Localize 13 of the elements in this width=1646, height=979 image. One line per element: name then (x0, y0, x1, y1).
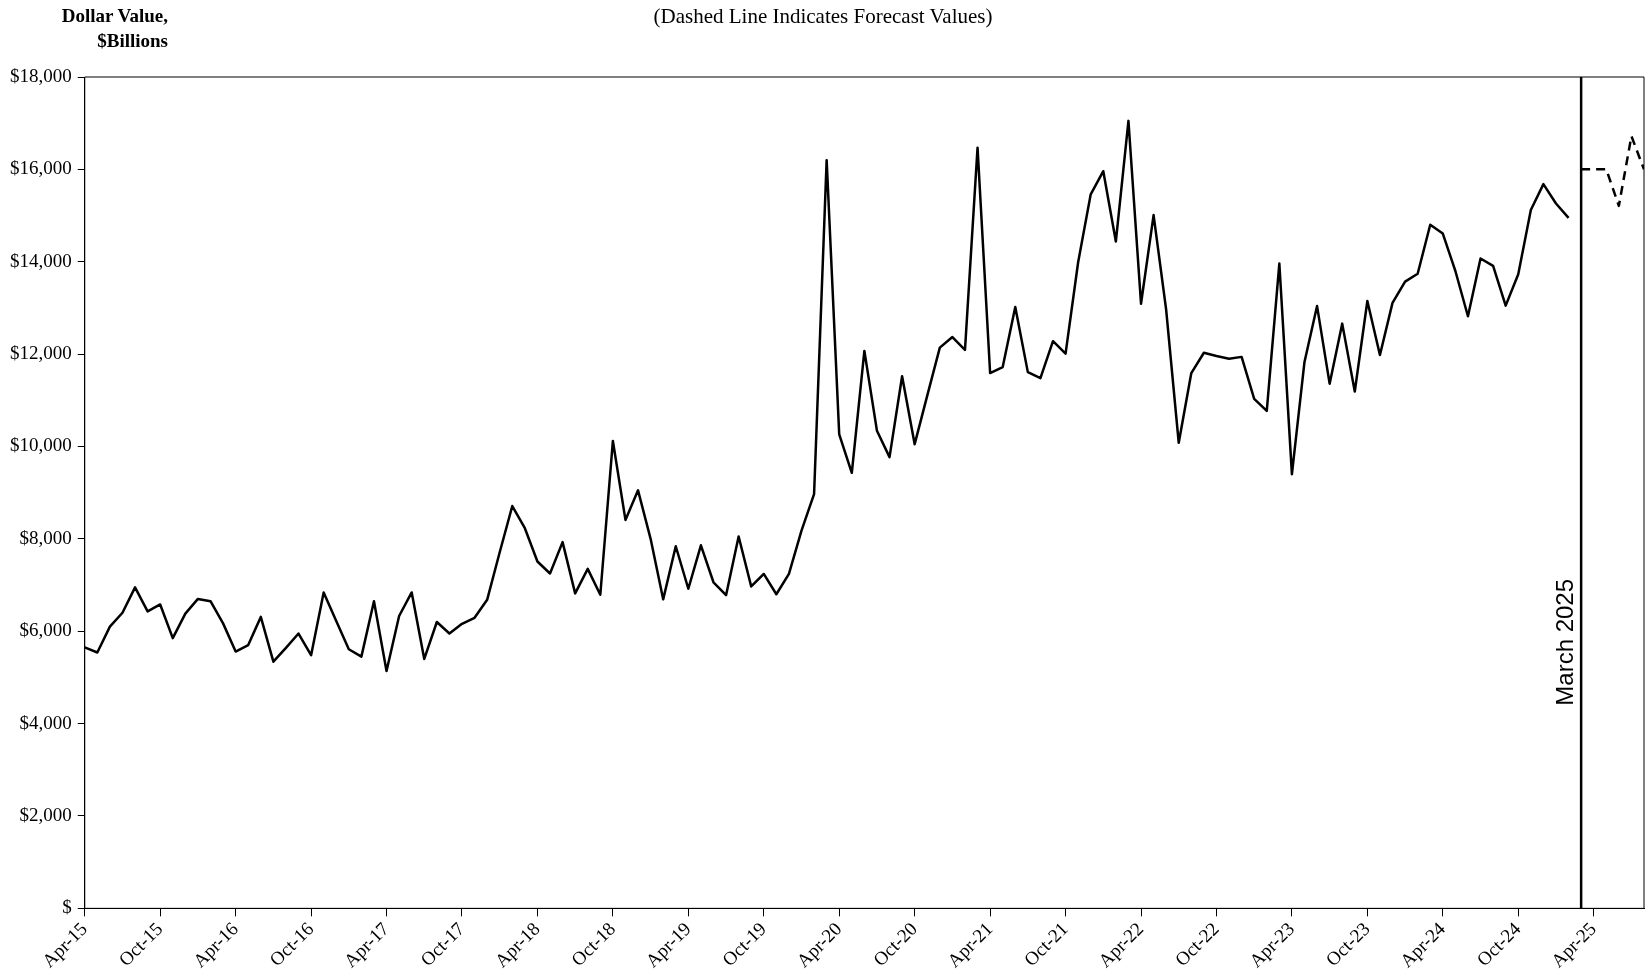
chart-title: (Dashed Line Indicates Forecast Values) (653, 4, 993, 28)
y-tick-label: $18,000 (10, 64, 72, 86)
y-tick-label: $6,000 (19, 619, 72, 641)
y-tick-label: $8,000 (19, 526, 72, 548)
y-axis-title: Dollar Value, $Billions (60, 4, 168, 53)
y-tick-label: $ (62, 896, 72, 918)
y-tick-label: $12,000 (10, 342, 72, 364)
y-tick-label: $2,000 (19, 803, 72, 825)
y-tick-label: $4,000 (19, 711, 72, 733)
y-tick-label: $16,000 (10, 157, 72, 179)
ref-line-label: March 2025 (1550, 578, 1578, 706)
y-tick-label: $10,000 (10, 434, 72, 456)
y-tick-label: $14,000 (10, 249, 72, 271)
